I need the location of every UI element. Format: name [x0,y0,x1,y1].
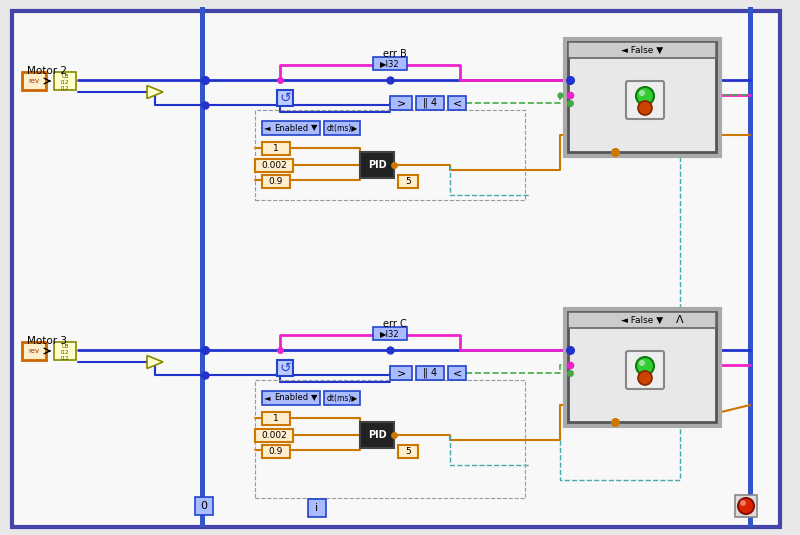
FancyBboxPatch shape [568,312,716,422]
FancyBboxPatch shape [360,152,394,178]
Text: ↺: ↺ [279,91,291,105]
Text: 5: 5 [405,447,411,456]
FancyBboxPatch shape [200,7,205,527]
Text: dt(ms)▶: dt(ms)▶ [326,124,358,133]
Text: PID: PID [368,430,386,440]
FancyBboxPatch shape [277,360,293,376]
FancyBboxPatch shape [568,42,716,58]
Text: U8: U8 [62,343,69,348]
Text: 0.9: 0.9 [269,447,283,456]
FancyBboxPatch shape [626,81,664,119]
Text: I12: I12 [61,86,70,90]
Text: err C: err C [383,319,407,329]
FancyBboxPatch shape [390,96,412,110]
Text: 0: 0 [201,501,207,511]
Text: ◄ False ▼: ◄ False ▼ [621,45,663,55]
FancyBboxPatch shape [448,96,466,110]
FancyBboxPatch shape [54,342,76,360]
FancyBboxPatch shape [735,495,757,517]
Text: ↺: ↺ [279,361,291,375]
Text: ‖ 4: ‖ 4 [423,368,437,378]
FancyBboxPatch shape [262,142,290,155]
Circle shape [639,90,645,96]
FancyBboxPatch shape [277,90,293,106]
FancyBboxPatch shape [22,72,46,90]
Text: Enabled: Enabled [274,124,308,133]
Text: rev: rev [29,348,39,354]
Text: err B: err B [383,49,407,59]
FancyBboxPatch shape [626,351,664,389]
Text: ▶I32: ▶I32 [380,329,400,338]
FancyBboxPatch shape [448,366,466,380]
FancyBboxPatch shape [373,57,407,70]
Circle shape [638,101,652,115]
Text: rev: rev [29,78,39,84]
Text: Motor 3: Motor 3 [27,336,67,346]
FancyBboxPatch shape [416,96,444,110]
FancyBboxPatch shape [568,42,716,152]
Text: ◄: ◄ [264,394,270,402]
FancyBboxPatch shape [262,175,290,188]
Text: ‖ 4: ‖ 4 [423,98,437,108]
FancyBboxPatch shape [360,422,394,448]
Text: 1: 1 [273,144,279,153]
FancyBboxPatch shape [262,391,320,405]
FancyBboxPatch shape [308,499,326,517]
FancyBboxPatch shape [22,342,46,360]
Polygon shape [147,355,163,369]
FancyBboxPatch shape [398,445,418,458]
Text: <: < [452,98,462,108]
FancyBboxPatch shape [262,445,290,458]
Text: dt(ms)▶: dt(ms)▶ [326,394,358,402]
FancyBboxPatch shape [568,312,716,422]
FancyBboxPatch shape [568,42,716,152]
FancyBboxPatch shape [748,7,753,527]
Circle shape [638,371,652,385]
Circle shape [636,357,654,375]
Text: >: > [396,368,406,378]
FancyBboxPatch shape [262,412,290,425]
Text: I12: I12 [61,80,70,85]
FancyBboxPatch shape [373,327,407,340]
Text: I12: I12 [61,355,70,361]
FancyBboxPatch shape [324,121,360,135]
Text: Λ: Λ [676,315,684,325]
Text: Motor 2: Motor 2 [27,66,67,76]
Text: <: < [452,368,462,378]
FancyBboxPatch shape [12,11,780,527]
FancyBboxPatch shape [568,312,716,328]
Text: I12: I12 [61,349,70,355]
FancyBboxPatch shape [416,366,444,380]
Polygon shape [147,86,163,98]
FancyBboxPatch shape [390,366,412,380]
Text: PID: PID [368,160,386,170]
Text: 5: 5 [405,177,411,186]
Text: ◄: ◄ [264,124,270,133]
Text: 0.002: 0.002 [261,431,287,440]
Text: U8: U8 [62,73,69,79]
FancyBboxPatch shape [262,121,320,135]
FancyBboxPatch shape [673,313,687,327]
Text: ◄ False ▼: ◄ False ▼ [621,316,663,325]
Text: ▼: ▼ [310,394,318,402]
FancyBboxPatch shape [255,159,293,172]
Text: Enabled: Enabled [274,394,308,402]
Text: 0.002: 0.002 [261,161,287,170]
FancyBboxPatch shape [54,72,76,90]
Text: 0.9: 0.9 [269,177,283,186]
FancyBboxPatch shape [398,175,418,188]
Text: ▼: ▼ [310,124,318,133]
Circle shape [636,87,654,105]
Circle shape [740,500,746,506]
Text: ▶I32: ▶I32 [380,59,400,68]
Text: i: i [315,503,318,513]
Text: >: > [396,98,406,108]
Circle shape [639,360,645,366]
FancyBboxPatch shape [255,429,293,442]
FancyBboxPatch shape [195,497,213,515]
FancyBboxPatch shape [324,391,360,405]
Circle shape [738,498,754,514]
Text: 1: 1 [273,414,279,423]
